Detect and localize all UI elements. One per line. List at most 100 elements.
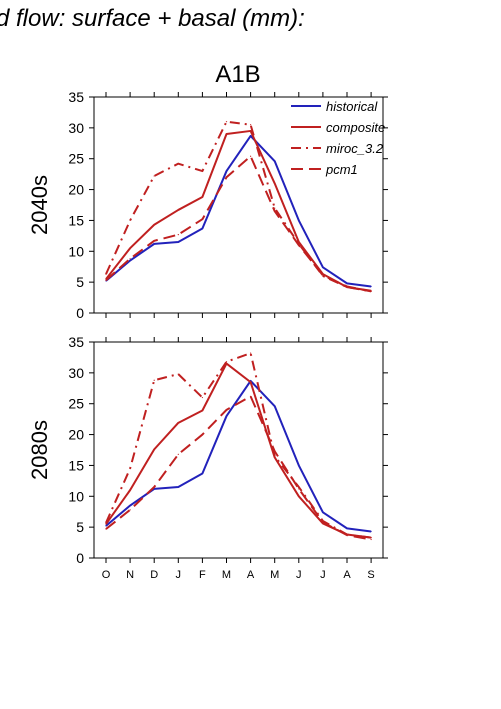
data-point-composite [153,224,155,226]
data-point-pcm1 [129,258,131,260]
data-point-miroc_3.2 [370,537,372,539]
data-point-historical [346,527,348,529]
data-point-historical [346,282,348,284]
data-point-composite [298,495,300,497]
data-point-composite [201,409,203,412]
data-point-pcm1 [129,509,131,511]
x-tick-label: O [102,569,111,581]
y-tick-label: 5 [76,519,84,535]
data-point-pcm1 [250,395,252,397]
page-title: d flow: surface + basal (mm): [0,5,305,32]
x-tick-label: S [367,569,374,581]
panel-2080s: 0 5 10 15 20 25 30 35 O N D J F M A M J J A S 2080s [27,334,388,581]
data-point-pcm1 [250,155,252,157]
data-point-historical [322,511,324,513]
data-point-historical [322,266,324,268]
y-axis-label: 2080s [27,420,52,480]
x-tick-label: F [199,569,206,581]
data-point-historical [225,170,228,172]
y-tick-label: 30 [68,120,84,136]
data-point-miroc_3.2 [177,373,179,375]
data-point-pcm1 [298,244,300,246]
series-line-pcm1 [105,155,372,293]
data-point-historical [105,525,107,527]
x-tick-label: D [150,569,158,581]
data-point-miroc_3.2 [201,170,203,172]
plot-frame [93,96,384,314]
data-point-miroc_3.2 [129,219,131,222]
x-tick-label: J [296,569,302,581]
x-tick-label: M [270,569,279,581]
data-point-composite [274,456,276,459]
data-point-historical [298,219,300,222]
data-point-pcm1 [177,234,179,236]
data-point-pcm1 [105,279,107,281]
series-line-miroc_3.2 [105,352,372,539]
y-tick-label: 20 [68,182,84,198]
data-point-pcm1 [225,176,228,178]
series-line-composite [105,362,372,539]
data-point-pcm1 [322,521,324,523]
legend-label: miroc_3.2 [326,141,384,156]
data-point-composite [177,209,179,211]
data-point-historical [129,504,131,507]
data-point-pcm1 [274,450,276,452]
x-tick-label: M [222,569,231,581]
data-point-historical [370,530,372,533]
y-tick-label: 30 [68,365,84,381]
data-point-pcm1 [177,453,179,455]
data-point-miroc_3.2 [153,175,155,177]
data-point-miroc_3.2 [250,124,252,126]
data-point-historical [274,160,276,162]
data-point-miroc_3.2 [129,467,131,470]
data-point-miroc_3.2 [225,121,228,123]
panel-2040s: 0 5 10 15 20 25 30 35 2040s historical composite mi… [27,89,388,321]
data-point-pcm1 [346,534,348,536]
data-point-composite [274,182,276,184]
data-point-historical [177,486,179,488]
data-point-historical [370,285,372,288]
data-point-pcm1 [346,285,348,288]
data-point-miroc_3.2 [105,522,107,524]
series-line-composite [105,129,372,292]
data-point-composite [177,422,179,424]
data-point-historical [298,464,300,467]
data-point-composite [153,448,155,450]
y-tick-label: 15 [68,212,84,228]
data-point-composite [129,489,131,491]
y-tick-label: 35 [68,334,84,350]
data-point-historical [274,405,276,407]
data-point-composite [250,381,252,383]
data-point-pcm1 [298,488,300,490]
y-tick-label: 10 [68,243,84,259]
y-tick-label: 25 [68,396,84,412]
data-point-pcm1 [322,274,324,276]
y-axis-label: 2040s [27,175,52,235]
data-point-historical [201,472,203,475]
data-point-miroc_3.2 [153,379,155,381]
data-point-historical [201,227,203,230]
x-tick-label: J [176,569,182,581]
data-point-miroc_3.2 [225,361,228,363]
series-line-miroc_3.2 [105,120,372,293]
data-point-historical [153,243,155,245]
series-line-historical [105,134,372,288]
data-point-historical [250,135,252,137]
y-tick-label: 35 [68,89,84,105]
data-point-pcm1 [105,528,107,530]
data-point-pcm1 [274,210,276,212]
data-point-composite [225,133,228,135]
y-tick-label: 0 [76,550,84,566]
x-tick-label: A [343,569,351,581]
data-point-composite [250,130,252,132]
legend-label: composite [326,120,385,135]
data-point-pcm1 [153,486,155,488]
data-point-pcm1 [370,538,372,541]
data-point-pcm1 [201,218,203,220]
y-tick-label: 25 [68,151,84,167]
data-point-composite [105,523,107,525]
x-tick-label: J [320,569,326,581]
data-point-miroc_3.2 [105,273,107,275]
y-tick-label: 15 [68,457,84,473]
